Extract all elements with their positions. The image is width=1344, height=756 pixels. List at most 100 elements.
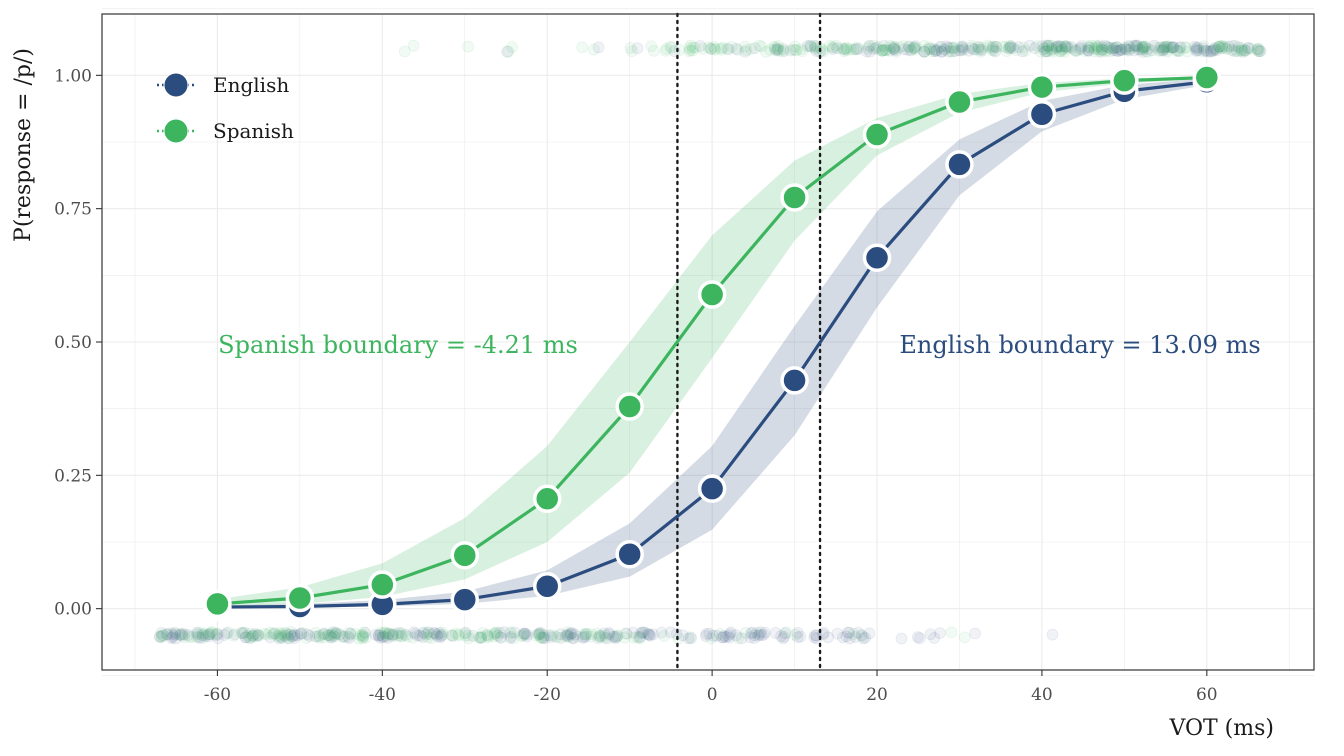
raw-response-point <box>1201 45 1214 58</box>
raw-response-point <box>890 44 902 57</box>
raw-response-point <box>685 632 697 645</box>
raw-response-point <box>349 627 362 640</box>
raw-response-point <box>1082 45 1095 58</box>
raw-response-point <box>956 41 969 54</box>
raw-response-point <box>333 628 346 641</box>
raw-response-point <box>191 628 204 641</box>
raw-response-point <box>207 628 220 641</box>
raw-response-point <box>826 41 839 53</box>
raw-response-point <box>684 44 697 57</box>
raw-response-point <box>633 631 646 644</box>
data-point-english <box>532 572 562 601</box>
raw-response-point <box>700 628 713 640</box>
raw-response-point <box>708 42 721 55</box>
raw-response-point <box>1213 40 1226 53</box>
raw-response-point <box>291 629 304 642</box>
raw-response-point <box>238 626 251 639</box>
raw-response-point <box>395 627 408 639</box>
raw-response-point <box>1059 45 1071 58</box>
raw-response-point <box>905 43 918 56</box>
raw-response-point <box>888 43 901 56</box>
raw-response-point <box>913 632 926 645</box>
raw-response-point <box>336 630 349 643</box>
raw-response-point <box>1041 45 1054 58</box>
raw-response-point <box>244 632 257 645</box>
raw-response-point <box>879 44 892 57</box>
raw-response-point <box>1054 40 1067 53</box>
raw-response-point <box>1010 44 1022 57</box>
y-axis-ticks: 0.00 0.25 0.50 0.75 1.00 <box>54 66 102 620</box>
raw-response-point <box>482 630 495 643</box>
english-boundary-annotation: English boundary = 13.09 ms <box>899 331 1260 359</box>
raw-response-point <box>1252 45 1265 58</box>
raw-response-point <box>684 631 697 644</box>
raw-response-point <box>1045 44 1058 57</box>
raw-response-point <box>1223 40 1235 53</box>
raw-response-point <box>655 626 668 639</box>
raw-response-point <box>286 630 299 643</box>
raw-response-point <box>1212 40 1225 53</box>
raw-response-point <box>506 41 519 53</box>
raw-response-point <box>780 626 793 639</box>
raw-response-point <box>760 45 772 58</box>
raw-response-point <box>860 45 873 58</box>
raw-response-point <box>450 627 462 640</box>
raw-response-point <box>942 45 955 58</box>
raw-response-point <box>462 632 475 645</box>
raw-response-point <box>1220 42 1233 55</box>
raw-response-point <box>1095 45 1108 58</box>
raw-response-point <box>1046 39 1059 52</box>
raw-response-point <box>801 40 814 52</box>
raw-response-point <box>1066 42 1079 55</box>
legend-label-english: English <box>213 73 289 97</box>
raw-response-point <box>908 42 921 55</box>
raw-response-point <box>318 631 330 644</box>
raw-response-point <box>1236 43 1249 56</box>
raw-response-point <box>508 626 521 639</box>
raw-response-point <box>1251 43 1264 55</box>
raw-response-point <box>267 627 280 640</box>
raw-response-point <box>843 632 856 645</box>
raw-response-point <box>856 630 869 643</box>
raw-response-point <box>1016 45 1029 58</box>
data-point-spanish <box>203 589 232 619</box>
raw-response-point <box>704 43 717 55</box>
raw-response-point <box>715 43 728 56</box>
raw-response-point <box>1205 45 1217 57</box>
raw-response-point <box>218 629 231 641</box>
raw-response-point <box>719 631 732 643</box>
raw-response-point <box>1148 39 1161 52</box>
raw-response-point <box>863 627 876 640</box>
raw-response-point <box>1052 40 1065 52</box>
raw-response-point <box>459 626 472 639</box>
raw-response-point <box>775 630 788 642</box>
raw-response-point <box>301 628 314 641</box>
raw-response-point <box>969 43 981 56</box>
raw-response-point <box>851 41 863 54</box>
raw-response-point <box>504 627 517 640</box>
raw-response-point <box>537 631 550 644</box>
raw-response-point <box>1088 45 1101 58</box>
series-points <box>203 63 1222 622</box>
raw-response-point <box>748 632 761 644</box>
raw-response-point <box>948 45 961 57</box>
raw-response-point <box>717 41 730 54</box>
raw-response-point <box>974 43 987 56</box>
raw-response-point <box>386 628 399 641</box>
raw-response-point <box>1206 44 1219 57</box>
data-point-spanish <box>1192 63 1222 92</box>
raw-response-point <box>387 628 400 641</box>
raw-response-point <box>634 632 646 645</box>
raw-response-point <box>739 626 752 639</box>
raw-response-point <box>909 41 921 54</box>
raw-response-point <box>1207 44 1220 57</box>
raw-response-point <box>972 41 985 54</box>
raw-response-point <box>715 42 727 55</box>
raw-response-point <box>390 627 403 640</box>
raw-response-point <box>281 629 294 641</box>
raw-response-point <box>898 43 910 56</box>
raw-response-point <box>591 627 604 640</box>
raw-response-point <box>1251 45 1264 57</box>
raw-response-point <box>273 627 286 639</box>
raw-response-point <box>965 42 978 54</box>
